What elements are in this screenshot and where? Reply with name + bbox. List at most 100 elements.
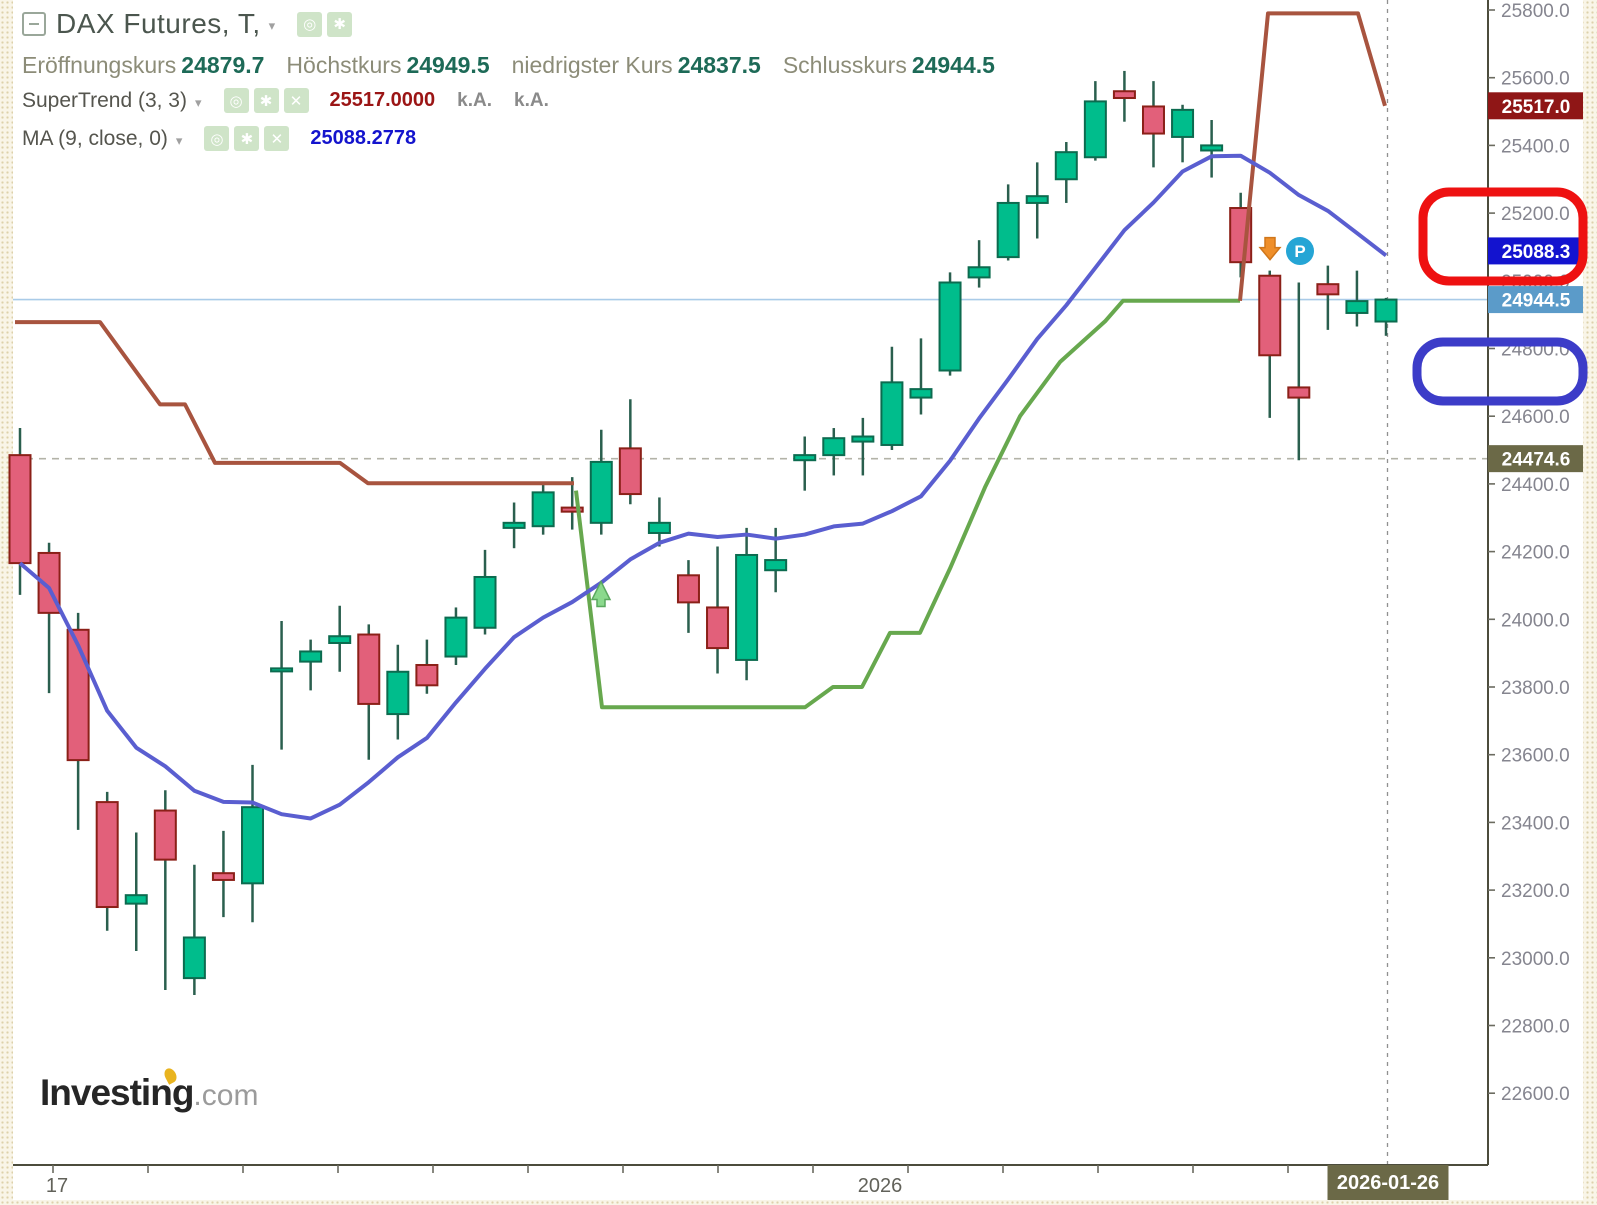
candle-body-down (95, 801, 119, 909)
candle-body-up (1171, 108, 1195, 138)
visibility-icon[interactable]: ◎ (297, 11, 323, 37)
candle-body-down (357, 633, 381, 705)
price-tick-label: 23400.0 (1501, 813, 1570, 834)
candle (1200, 120, 1224, 178)
visibility-icon[interactable]: ◎ (223, 88, 249, 113)
candle (502, 502, 526, 549)
candle-body-up (1345, 300, 1369, 314)
price-tick-label: 24200.0 (1501, 543, 1570, 564)
candle-body-up (1083, 100, 1107, 159)
candle-body-up (1054, 151, 1078, 181)
chevron-down-icon[interactable]: ▾ (268, 18, 276, 33)
sell-signal-arrow-down-icon (1258, 236, 1282, 261)
candle-body-down (618, 447, 642, 496)
settings-gear-icon[interactable]: ✱ (234, 126, 260, 151)
supertrend-line (1238, 11, 1387, 301)
candle (618, 399, 642, 505)
candle (676, 560, 700, 633)
supertrend-name: SuperTrend (3, 3) (22, 88, 187, 112)
price-badge-value: 25517.0 (1502, 97, 1571, 118)
drawing-rounded-rect-annotation[interactable] (1418, 187, 1588, 286)
date-badge: 2026-01-26 (1327, 1165, 1449, 1200)
chevron-down-icon[interactable]: ▾ (194, 94, 202, 110)
candle (1316, 265, 1340, 330)
candle-body-down (8, 454, 32, 565)
position-marker[interactable]: P (1286, 237, 1314, 266)
price-tick-label: 23800.0 (1501, 678, 1570, 699)
candle (241, 764, 265, 923)
candle (1171, 104, 1195, 163)
price-badge: 24474.6 (1488, 445, 1583, 473)
candle-body-up (938, 281, 962, 372)
supertrend-line (574, 298, 1240, 710)
candle (647, 497, 671, 547)
candle-body-up (182, 936, 206, 980)
candle (8, 428, 32, 595)
candle-body-up (1200, 144, 1224, 152)
candle (211, 830, 235, 918)
price-badge: 24944.5 (1488, 286, 1583, 314)
indicator-row-supertrend: SuperTrend (3, 3) ▾ ◎ ✱ ✕ 25517.0000 k.A… (22, 88, 549, 113)
candle (531, 483, 555, 535)
candle (415, 639, 439, 694)
supertrend-extra-value: k.A. (514, 89, 549, 111)
symbol-title: DAX Futures, T, (56, 8, 261, 39)
price-badge-value: 25088.3 (1502, 242, 1571, 263)
open-label: Eröffnungskurs (22, 52, 177, 78)
settings-gear-icon[interactable]: ✱ (327, 11, 353, 37)
price-tick-label: 22600.0 (1501, 1084, 1570, 1105)
price-tick-label: 23200.0 (1501, 881, 1570, 902)
candle-body-down (66, 628, 90, 762)
time-axis-label: 2026 (858, 1175, 903, 1197)
high-label: Höchstkurs (286, 52, 402, 78)
candle (328, 605, 352, 672)
candle (967, 240, 991, 288)
price-tick-label: 25400.0 (1501, 136, 1570, 157)
price-tick-label: 25800.0 (1501, 1, 1570, 22)
price-tick-label: 24400.0 (1501, 475, 1570, 496)
time-axis-label: 17 (46, 1175, 68, 1197)
low-label: niedrigster Kurs (511, 52, 673, 78)
remove-icon[interactable]: ✕ (264, 126, 290, 151)
close-value: 24944.5 (911, 52, 995, 78)
ma-line (18, 153, 1388, 821)
candle-body-up (764, 559, 788, 572)
candle-body-down (676, 574, 700, 604)
candle-body-up (124, 894, 148, 905)
candle-body-up (502, 521, 526, 529)
candle-body-up (386, 670, 410, 716)
candle (851, 417, 875, 476)
candle (1054, 142, 1078, 203)
chevron-down-icon[interactable]: ▾ (175, 132, 183, 148)
candle-body-up (589, 460, 613, 524)
low-value: 24837.5 (677, 52, 761, 78)
candle-body-up (1025, 195, 1049, 204)
price-badge-value: 24944.5 (1502, 291, 1571, 312)
candle (444, 607, 468, 665)
visibility-icon[interactable]: ◎ (204, 126, 230, 151)
candle-body-down (415, 663, 439, 687)
candle-body-down (1258, 274, 1282, 357)
candle-body-up (270, 667, 294, 673)
candle-body-up (444, 616, 468, 658)
collapse-icon[interactable] (22, 12, 46, 36)
ma-icon-buttons: ◎ ✱ ✕ (204, 126, 294, 151)
remove-icon[interactable]: ✕ (283, 88, 309, 113)
candle (996, 184, 1020, 261)
candle (822, 428, 846, 476)
candle-body-down (1316, 283, 1340, 296)
drawing-rounded-rect-annotation[interactable] (1412, 337, 1588, 406)
candle (938, 272, 962, 376)
settings-gear-icon[interactable]: ✱ (253, 88, 279, 113)
candle-body-up (647, 521, 671, 534)
candle-body-up (328, 635, 352, 644)
candle (1025, 162, 1049, 239)
candle-body-down (1141, 105, 1165, 135)
candle (124, 832, 148, 952)
candles-layer (8, 70, 1398, 996)
price-tick-label: 23000.0 (1501, 949, 1570, 970)
candle-body-down (1287, 386, 1311, 399)
candle (1374, 297, 1398, 336)
